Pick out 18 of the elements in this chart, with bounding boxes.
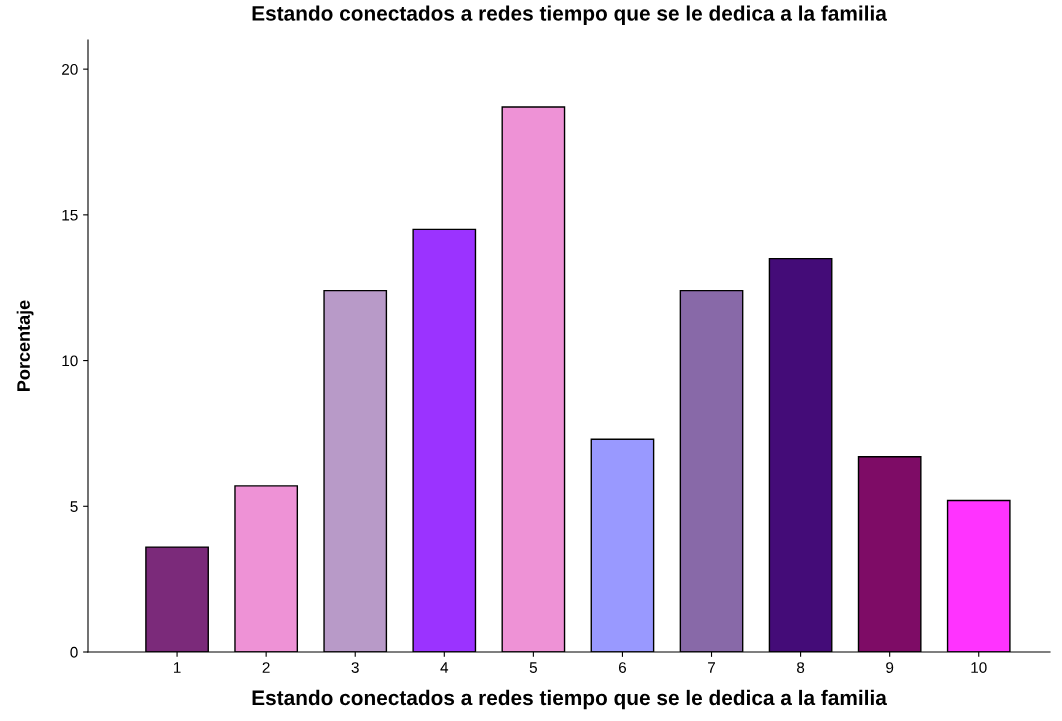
x-tick-label: 8 [797,662,805,673]
x-tick-label: 3 [351,662,359,673]
x-tick-label: 1 [173,662,181,673]
y-axis-title: Porcentaje [16,300,34,391]
y-tick-label: 10 [62,355,78,367]
y-tick-label: 5 [70,501,78,512]
x-tick-label: 4 [440,662,449,673]
x-tick-label: 6 [618,662,627,673]
y-tick-label: 0 [70,646,78,658]
x-tick-label: 9 [886,662,894,673]
y-tick-label: 20 [62,64,78,75]
x-axis-title: Estando conectados a redes tiempo que se le dedica a la familia [252,689,887,710]
x-tick-label: 10 [971,662,987,673]
chart-title: Estando conectados a redes tiempo que se le dedica a la familia [252,5,887,25]
x-tick-label: 7 [708,662,715,673]
y-tick-label: 15 [62,209,78,221]
x-tick-label: 5 [529,662,537,673]
x-tick-label: 2 [262,662,270,673]
